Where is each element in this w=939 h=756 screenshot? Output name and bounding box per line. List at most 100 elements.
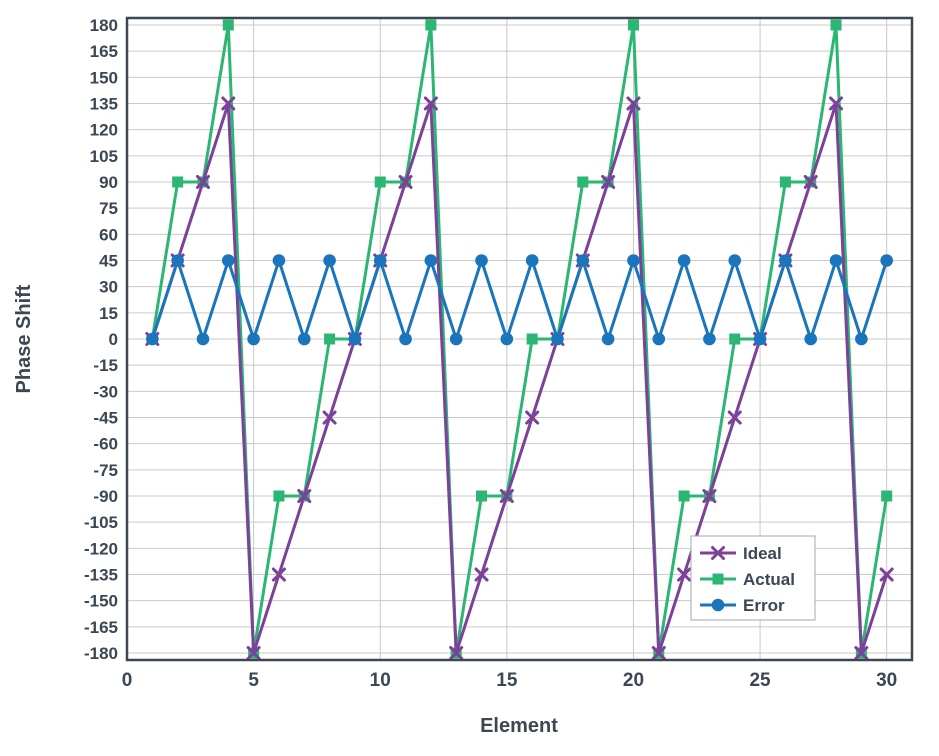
ideal-marker — [803, 174, 818, 189]
y-tick-label: 60 — [99, 225, 118, 244]
error-marker — [500, 332, 514, 346]
error-marker — [829, 254, 843, 267]
ideal-marker — [525, 410, 540, 425]
error-marker — [804, 332, 818, 346]
ideal-marker — [854, 646, 869, 661]
legend-error-marker — [711, 598, 725, 612]
actual-marker — [222, 19, 234, 31]
series-layer — [145, 19, 894, 661]
error-marker — [221, 254, 235, 267]
y-tick-label: 165 — [90, 42, 118, 61]
y-tick-label: 105 — [90, 147, 118, 166]
x-tick-label: 20 — [623, 670, 644, 691]
actual-marker — [374, 176, 386, 188]
ideal-marker — [499, 489, 514, 504]
error-marker — [627, 254, 640, 267]
plot-frame — [125, 16, 914, 662]
ideal-marker — [195, 174, 210, 189]
y-tick-label: -180 — [84, 644, 118, 663]
ideal-marker — [271, 567, 286, 582]
legend-ideal-marker — [711, 546, 725, 560]
x-tick-label: 30 — [876, 670, 897, 691]
error-marker — [247, 332, 260, 346]
ideal-marker — [246, 646, 261, 661]
y-tick-label: -105 — [84, 513, 118, 532]
ideal-marker — [702, 489, 717, 504]
ideal-marker — [474, 567, 489, 582]
error-marker — [348, 332, 362, 346]
error-marker — [753, 332, 767, 346]
error-marker — [652, 332, 666, 346]
ideal-marker — [398, 174, 413, 189]
y-tick-label: 180 — [90, 16, 118, 35]
legend-ideal-label: Ideal — [743, 544, 782, 563]
y-tick-label: -165 — [84, 618, 118, 637]
actual-marker — [779, 176, 791, 188]
ideal-marker — [601, 174, 616, 189]
actual-marker — [881, 490, 893, 502]
x-tick-label: 10 — [370, 670, 391, 691]
y-axis-title: Phase Shift — [13, 284, 35, 393]
legend-actual-marker — [712, 573, 724, 585]
ideal-marker — [879, 567, 894, 582]
frame-layer — [125, 16, 914, 662]
actual-marker — [273, 490, 285, 502]
x-tick-label: 15 — [496, 670, 518, 691]
ideal-marker — [221, 96, 236, 111]
error-marker — [703, 332, 716, 346]
error-marker — [855, 332, 868, 346]
ticks-layer: 0 5 10 15 20 25 301801651501351201059075604530… — [84, 16, 897, 691]
y-tick-label: 45 — [99, 251, 118, 270]
error-marker — [525, 254, 539, 267]
error-marker — [399, 332, 412, 346]
x-tick-label: 25 — [749, 670, 771, 691]
ideal-marker — [829, 96, 844, 111]
y-tick-label: -15 — [93, 356, 118, 375]
ideal-marker — [322, 410, 337, 425]
error-marker — [272, 254, 286, 267]
legend-actual-label: Actual — [743, 570, 795, 589]
y-tick-label: -120 — [84, 539, 118, 558]
ideal-marker — [677, 567, 692, 582]
y-tick-label: -90 — [93, 487, 118, 506]
ideal-marker — [651, 646, 666, 661]
error-marker — [677, 254, 691, 267]
error-marker — [779, 254, 792, 267]
y-tick-label: -75 — [93, 461, 118, 480]
actual-marker — [172, 176, 184, 188]
actual-marker — [830, 19, 842, 31]
error-marker — [297, 332, 311, 346]
actual-series-line — [150, 23, 889, 655]
y-tick-label: 15 — [99, 304, 118, 323]
y-tick-label: 0 — [109, 330, 118, 349]
error-marker — [576, 254, 590, 267]
x-tick-label: 5 — [248, 670, 259, 691]
y-tick-label: -135 — [84, 566, 118, 585]
legend-layer: Ideal Actual Error — [690, 535, 816, 621]
error-marker — [146, 332, 159, 346]
ideal-marker — [727, 410, 742, 425]
actual-marker — [729, 333, 741, 345]
error-marker — [323, 254, 336, 267]
error-marker — [601, 332, 615, 346]
error-marker — [449, 332, 463, 346]
error-marker — [475, 254, 488, 267]
x-tick-label: 0 — [122, 670, 133, 691]
error-marker — [728, 254, 742, 267]
y-tick-label: -30 — [93, 382, 118, 401]
legend-error-label: Error — [743, 596, 785, 615]
actual-marker — [678, 490, 690, 502]
y-tick-label: -45 — [93, 409, 118, 428]
y-tick-label: 150 — [90, 68, 118, 87]
y-tick-label: 30 — [99, 278, 118, 297]
actual-marker — [526, 333, 538, 345]
y-tick-label: 90 — [99, 173, 118, 192]
ideal-marker — [297, 489, 312, 504]
actual-marker — [476, 490, 488, 502]
error-marker — [424, 254, 438, 267]
ideal-marker — [449, 646, 464, 661]
error-marker — [171, 254, 184, 267]
error-marker — [880, 254, 893, 267]
actual-marker — [627, 19, 639, 31]
ideal-marker — [626, 96, 641, 111]
